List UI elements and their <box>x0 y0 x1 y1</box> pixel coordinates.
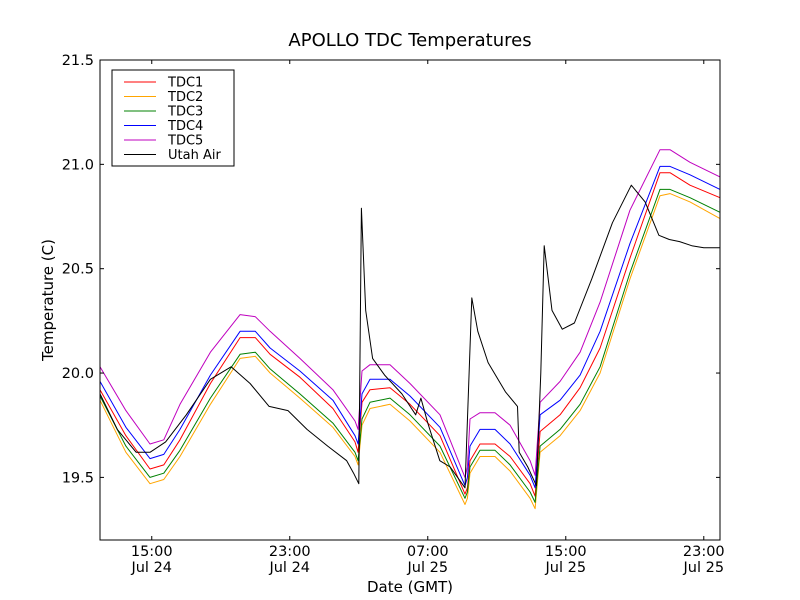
plot-frame <box>99 59 721 541</box>
series-line-tdc5 <box>99 149 721 478</box>
series-line-tdc1 <box>99 172 721 497</box>
x-tick-label-date: Jul 25 <box>544 560 586 576</box>
y-tick-label: 20.5 <box>62 262 94 278</box>
series-line-tdc4 <box>99 165 721 489</box>
y-axis: 19.5 20.0 20.5 21.0 21.5 <box>62 53 720 486</box>
y-tick-label: 19.5 <box>62 470 94 486</box>
x-tick-label-time: 15:00 <box>131 544 173 560</box>
legend-label-tdc5: TDC5 <box>167 134 203 149</box>
chart-title: APOLLO TDC Temperatures <box>288 30 531 51</box>
x-tick-label-time: 23:00 <box>269 544 311 560</box>
x-tick-label-date: Jul 24 <box>130 560 172 576</box>
y-tick-label: 20.0 <box>62 366 94 382</box>
y-axis-title: Temperature (C) <box>39 239 57 362</box>
x-tick-label-date: Jul 25 <box>683 560 725 576</box>
y-tick-label: 21.5 <box>62 53 94 69</box>
series-line-tdc2 <box>99 193 721 510</box>
x-tick-label-date: Jul 24 <box>268 560 310 576</box>
series-line-tdc3 <box>99 188 721 503</box>
x-tick-label-time: 07:00 <box>407 544 449 560</box>
x-tick-label-time: 15:00 <box>545 544 587 560</box>
series-line-utah-air <box>99 184 720 489</box>
x-tick-label-date: Jul 25 <box>406 560 448 576</box>
plot-series <box>99 149 721 510</box>
legend-box <box>111 69 235 167</box>
legend-label-tdc2: TDC2 <box>167 90 203 105</box>
y-tick-label: 21.0 <box>62 157 94 173</box>
x-axis-title: Date (GMT) <box>367 578 453 596</box>
legend-label-utah-air: Utah Air <box>168 148 221 163</box>
legend-label-tdc1: TDC1 <box>167 76 203 91</box>
legend-label-tdc4: TDC4 <box>167 119 203 134</box>
x-tick-label-time: 23:00 <box>683 544 725 560</box>
legend-label-tdc3: TDC3 <box>167 105 203 120</box>
